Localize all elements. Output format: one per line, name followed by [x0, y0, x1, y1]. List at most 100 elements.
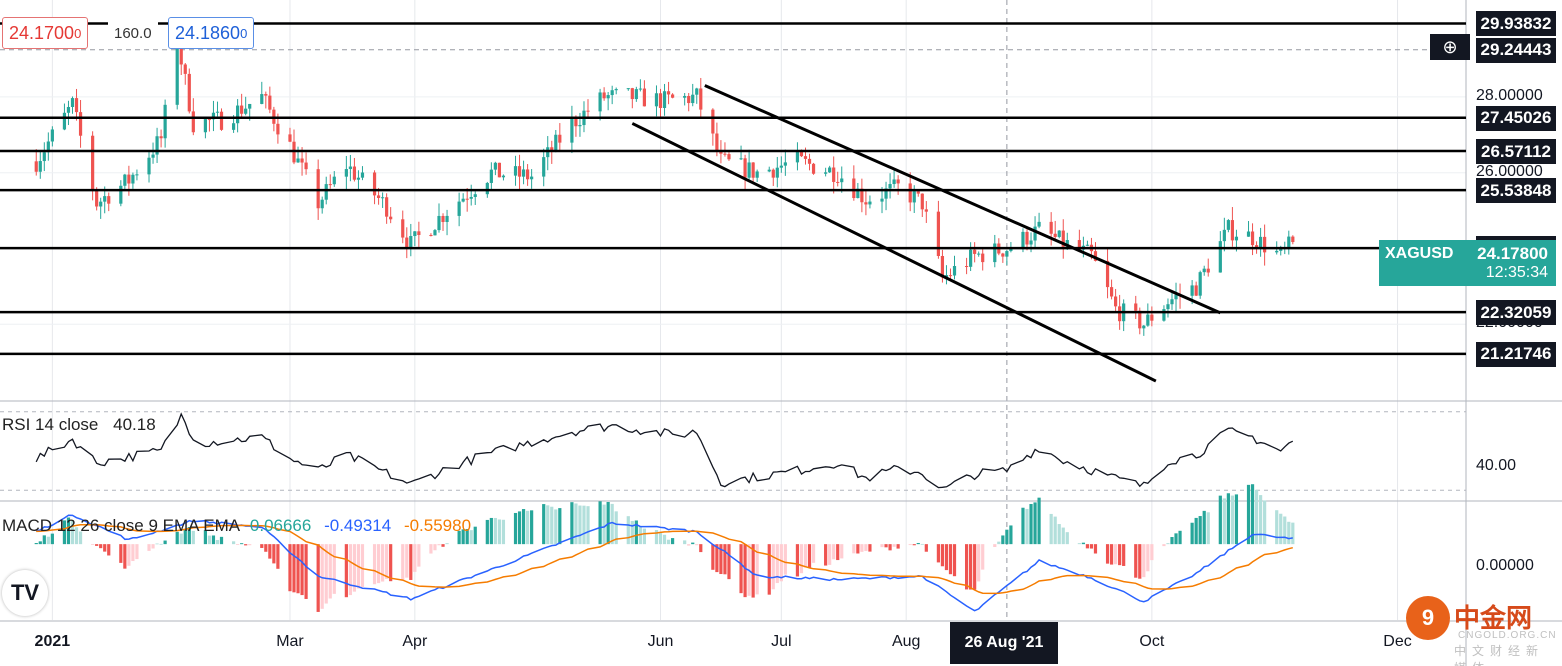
candle-55 [344, 155, 348, 190]
candle-101 [602, 87, 606, 101]
cngold-watermark: 9 中金网 CNGOLD.ORG.CN 中文财经新媒体 [1402, 590, 1560, 666]
candle-194 [1122, 299, 1126, 332]
candle-134 [783, 149, 787, 176]
candle-125 [739, 145, 743, 161]
macd-hist-bar [324, 544, 328, 604]
candle-21 [151, 142, 155, 164]
candle-34 [219, 108, 224, 131]
candle-57 [352, 157, 357, 182]
macd-legend-label: MACD 12 26 close 9 EMA EMA [2, 516, 240, 535]
macd-hist-bar [924, 544, 928, 552]
candle-140 [824, 167, 828, 177]
buy-price-button[interactable]: 24.1860 0 [168, 17, 255, 49]
candle-202 [1170, 292, 1174, 310]
candle-14 [107, 192, 111, 212]
macd-hist-bar [1025, 508, 1029, 545]
time-axis-label: Dec [1383, 633, 1412, 650]
macd-hist-bar [332, 544, 336, 594]
time-axis-label: Jul [771, 633, 792, 650]
macd-hist-bar [62, 520, 67, 545]
macd-hist-bar [828, 544, 832, 565]
macd-hist-bar [381, 544, 385, 582]
macd-hist-bar [630, 520, 634, 545]
candle-60 [372, 170, 377, 205]
time-axis-label: Apr [402, 633, 428, 650]
macd-hist-bar [892, 544, 896, 547]
macd-hist-bar [864, 544, 868, 551]
sell-price-button[interactable]: 24.1700 0 [2, 17, 89, 49]
macd-hist-bar [1061, 527, 1065, 545]
macd-hist-bar [244, 544, 248, 546]
macd-hist-bar [489, 517, 493, 545]
macd-hist-bar [135, 544, 139, 560]
macd-hist-value: 0.06666 [249, 516, 312, 535]
macd-hist-bar [699, 544, 703, 553]
macd-hist-bar [320, 544, 324, 609]
tradingview-logo[interactable]: TV [2, 570, 48, 616]
descending-channel[interactable] [631, 84, 1221, 383]
macd-hist-bar [240, 543, 244, 545]
macd-hist-bar [1057, 524, 1061, 545]
candle-30 [203, 117, 208, 139]
macd-hist-bar [107, 544, 111, 556]
macd-hist-bar [558, 508, 562, 545]
macd-hist-bar [231, 541, 236, 545]
macd-hist-bar [666, 539, 671, 545]
candle-54 [332, 171, 336, 187]
macd-hist-bar [1178, 530, 1182, 545]
candle-70 [429, 233, 433, 237]
macd-hist-bar [1114, 544, 1118, 565]
candle-20 [147, 150, 151, 183]
candle-144 [840, 166, 844, 193]
rsi-axis-label: 40.00 [1476, 457, 1517, 474]
candle-216 [1250, 223, 1255, 256]
macd-hist-bar [175, 531, 179, 545]
macd-hist-bar [469, 530, 473, 545]
add-alert-button[interactable]: ⊕ [1430, 34, 1470, 60]
macd-hist-bar [836, 544, 840, 561]
macd-hist-bar [614, 511, 618, 545]
macd-hist-bar [775, 544, 779, 584]
macd-hist-bar [34, 543, 38, 545]
horizontal-levels[interactable] [0, 22, 1466, 356]
candle-62 [381, 192, 385, 208]
candle-112 [662, 83, 667, 116]
candle-211 [1222, 217, 1226, 252]
candle-165 [964, 257, 969, 275]
macd-hist-bar [372, 544, 377, 585]
macd-hist-bar [344, 544, 348, 598]
candle-192 [1114, 288, 1118, 313]
candle-78 [469, 184, 473, 206]
candle-133 [779, 156, 783, 173]
macd-hist-bar [70, 520, 75, 545]
macd-hist-bar [1142, 544, 1146, 578]
candle-195 [1134, 295, 1138, 320]
macd-hist-bar [912, 544, 916, 546]
macd-hist-bar [401, 544, 405, 581]
candle-87 [521, 160, 526, 185]
candle-15 [119, 180, 123, 207]
candle-123 [723, 142, 727, 157]
macd-hist-bar [1246, 484, 1251, 545]
macd-hist-bar [964, 544, 969, 590]
macd-hist-bar [179, 533, 183, 545]
current-price-tag: XAGUSD 24.17800 12:35:34 [1379, 240, 1556, 286]
macd-hist-bar [1146, 544, 1150, 572]
macd-hist-bar [550, 506, 554, 545]
macd-hist-bar [352, 544, 357, 592]
level-price-tag: 29.93832 [1476, 11, 1556, 37]
candle-103 [610, 85, 614, 105]
candle-8 [74, 88, 79, 121]
macd-hist-bar [981, 544, 985, 570]
candle-115 [683, 93, 687, 106]
candle-27 [183, 62, 187, 85]
candle-1 [38, 151, 42, 179]
watermark-subtitle: 中文财经新媒体 [1454, 644, 1545, 666]
candle-71 [433, 228, 437, 236]
candle-45 [288, 127, 292, 143]
level-price-tag: 29.24443 [1476, 37, 1556, 63]
candle-94 [558, 123, 562, 153]
macd-hist-bar [755, 544, 759, 595]
candle-59 [360, 166, 365, 181]
